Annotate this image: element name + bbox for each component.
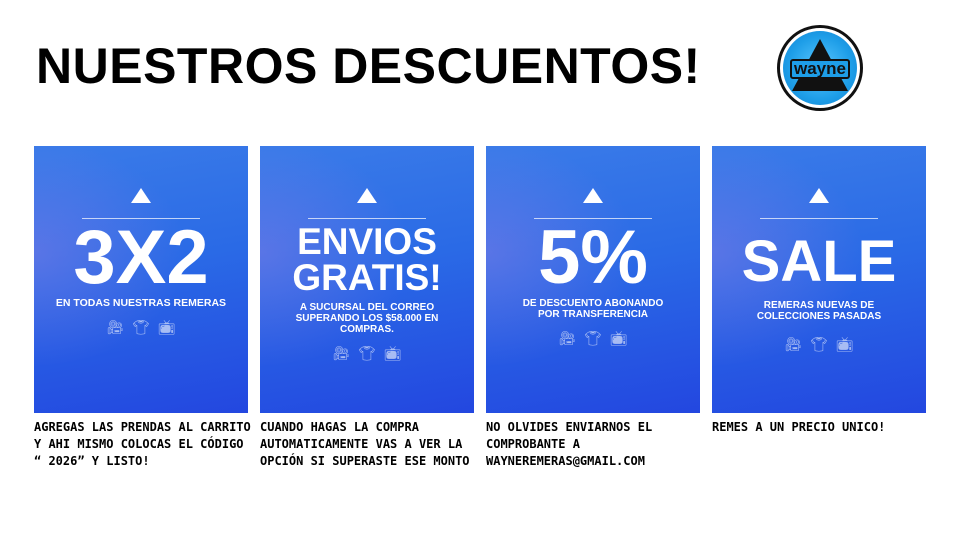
divider	[534, 218, 652, 219]
logo-text: wayne	[790, 59, 850, 79]
wayne-mini-logo-icon	[809, 188, 829, 203]
tshirt-icon: 👕︎	[810, 336, 828, 352]
divider	[760, 218, 878, 219]
promo-card-sale: SALE REMERAS NUEVAS DE COLECCIONES PASAD…	[712, 146, 926, 413]
card-subtitle: DE DESCUENTO ABONANDO POR TRANSFERENCIA	[522, 298, 664, 320]
card-headline: 5%	[538, 215, 648, 300]
wayne-logo: wayne	[777, 25, 863, 111]
tshirt-icon: 👕︎	[132, 319, 150, 335]
card-subtitle: REMERAS NUEVAS DE COLECCIONES PASADAS	[756, 300, 882, 322]
tshirt-icon: 👕︎	[358, 345, 376, 361]
camera-icon: 🎥︎	[332, 345, 351, 361]
camera-icon: 🎥︎	[106, 319, 125, 335]
card-headline: 3X2	[73, 215, 209, 300]
card-description: NO OLVIDES ENVIARNOS EL COMPROBANTE A WA…	[486, 420, 653, 468]
tshirt-icon: 👕︎	[584, 330, 602, 346]
tv-icon: 📺︎	[383, 345, 402, 361]
promo-card-envios: ENVIOS GRATIS! A SUCURSAL DEL CORREO SUP…	[260, 146, 474, 413]
tv-icon: 📺︎	[835, 336, 854, 352]
wayne-mini-logo-icon	[357, 188, 377, 203]
promo-card-3x2: 3X2 EN TODAS NUESTRAS REMERAS 🎥︎ 👕︎ 📺︎	[34, 146, 248, 413]
card-subtitle: A SUCURSAL DEL CORREO SUPERANDO LOS $58.…	[295, 302, 439, 335]
card-description: AGREGAS LAS PRENDAS AL CARRITO Y AHI MIS…	[34, 420, 251, 468]
promo-card-5: 5% DE DESCUENTO ABONANDO POR TRANSFERENC…	[486, 146, 700, 413]
camera-icon: 🎥︎	[784, 336, 803, 352]
divider	[308, 218, 426, 219]
wayne-mini-logo-icon	[583, 188, 603, 203]
tv-icon: 📺︎	[157, 319, 176, 335]
card-headline: ENVIOS GRATIS!	[292, 221, 442, 298]
divider	[82, 218, 200, 219]
card-description: REMES A UN PRECIO UNICO!	[712, 420, 886, 434]
card-subtitle: EN TODAS NUESTRAS REMERAS	[55, 297, 227, 309]
tv-icon: 📺︎	[609, 330, 628, 346]
camera-icon: 🎥︎	[558, 330, 577, 346]
card-description: CUANDO HAGAS LA COMPRA AUTOMATICAMENTE V…	[260, 420, 470, 468]
card-headline: SALE	[741, 229, 897, 294]
page-title: NUESTROS DESCUENTOS!	[36, 38, 701, 94]
wayne-mini-logo-icon	[131, 188, 151, 203]
